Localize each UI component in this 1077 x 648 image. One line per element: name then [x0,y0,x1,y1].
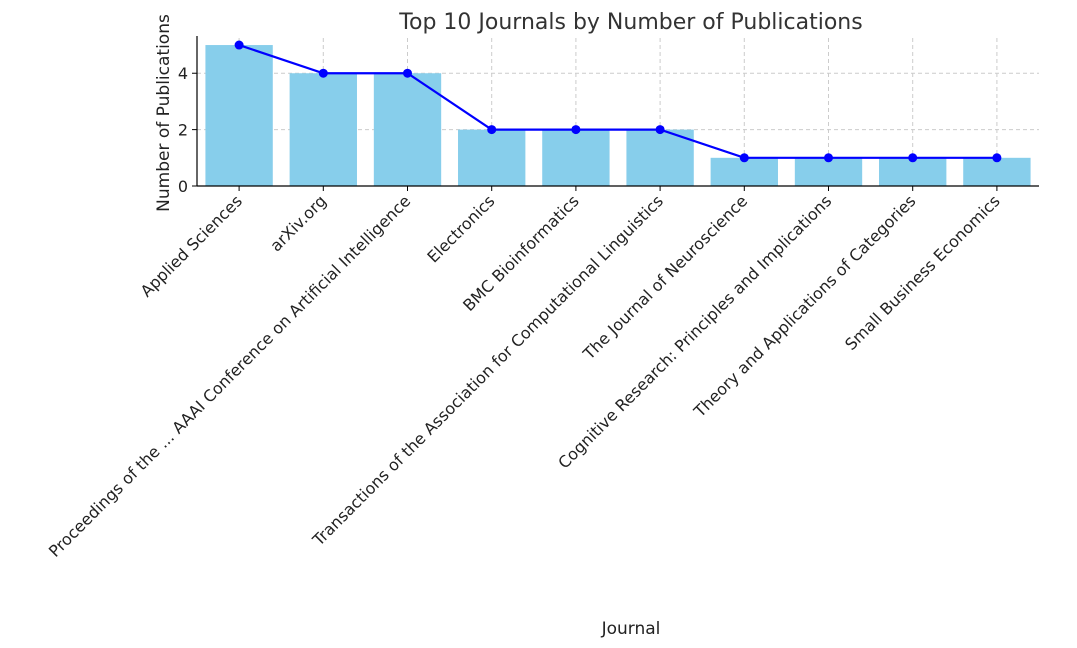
line-point [318,68,328,78]
series-line [238,44,997,159]
y-tick-label: 0 [178,177,188,196]
line-layer [234,40,1002,163]
x-tick-label: Small Business Economics [841,191,1004,354]
x-tick-label: The Journal of Neuroscience [579,191,752,364]
line-point [739,153,749,163]
bar [710,157,778,186]
bar [879,157,947,186]
y-ticks-layer: 0 2 4 [178,64,197,196]
line-point [487,125,497,135]
line-point [908,153,918,163]
bar [458,129,526,186]
line-point [824,153,833,163]
axes-layer [196,36,1039,187]
bar [373,73,442,186]
line-point [403,68,412,78]
line-point [655,125,665,135]
line-point [992,153,1002,163]
x-axis-label: Journal [601,619,661,639]
x-tick-label: Applied Sciences [137,191,246,300]
y-tick-label: 4 [178,64,188,83]
chart-title: Top 10 Journals by Number of Publication… [398,10,862,35]
bar [626,129,694,186]
y-tick-label: 2 [178,121,188,140]
y-axis-label: Number of Publications [154,14,174,212]
x-tick-label: arXiv.org [266,191,330,255]
line-point [571,125,581,135]
x-tick-label: Electronics [423,191,498,266]
bars-layer [205,45,1031,186]
line-point [234,40,244,50]
bar [205,45,273,186]
bar [794,157,863,186]
bar [289,73,357,186]
bar [542,129,610,186]
bar [963,157,1031,186]
